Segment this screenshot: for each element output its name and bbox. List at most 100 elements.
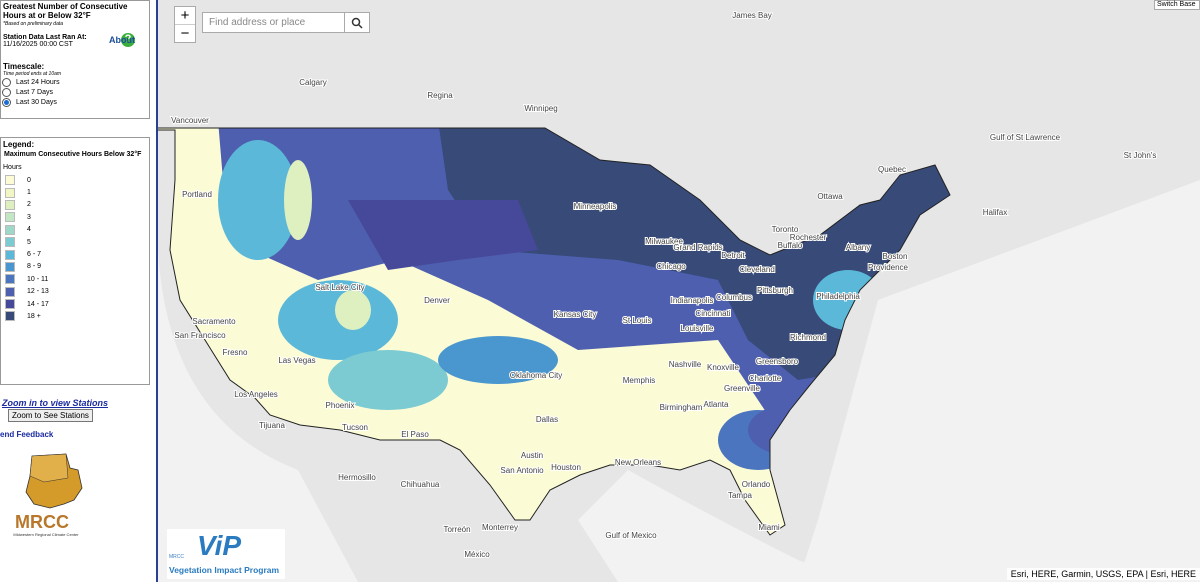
radio-option[interactable]: Last 30 Days	[2, 97, 149, 107]
legend-label: 14 - 17	[27, 300, 49, 308]
legend-label: 8 - 9	[27, 263, 42, 271]
search-icon	[351, 17, 363, 29]
search-button[interactable]	[344, 12, 370, 33]
legend-label: 18 +	[27, 312, 41, 320]
legend-label: 10 - 11	[27, 275, 49, 283]
map-label: St John's	[1124, 151, 1157, 160]
legend-swatch	[5, 175, 15, 186]
map-label: Calgary	[299, 78, 327, 87]
radio-button[interactable]	[2, 87, 11, 97]
note: *Based on preliminary data	[3, 21, 64, 27]
legend-item: 5	[5, 236, 149, 248]
info-panel: Greatest Number of Consecutive Hours at …	[0, 0, 150, 119]
map-label: Salt Lake City	[315, 283, 364, 292]
ocean	[158, 250, 358, 582]
map-label: Minneapolis	[574, 202, 617, 211]
legend-item: 3	[5, 211, 149, 223]
legend-swatch	[5, 224, 15, 235]
about-text: About	[109, 35, 135, 45]
legend-swatch	[5, 249, 15, 260]
radio-option[interactable]: Last 7 Days	[2, 87, 149, 97]
radio-label: Last 7 Days	[16, 88, 53, 96]
map-label: Quebec	[878, 165, 906, 174]
switch-base[interactable]: Switch Base	[1154, 0, 1200, 10]
map-label: Knoxville	[707, 363, 740, 372]
map-label: Vancouver	[171, 116, 209, 125]
map-label: New Orleans	[615, 458, 661, 467]
legend-swatch	[5, 261, 15, 272]
legend-items: 0 1 2 3 4 5 6 - 7 8 - 9 10 - 11 12 - 13 14 - 17 18 …	[1, 174, 149, 323]
legend-item: 1	[5, 186, 149, 198]
map-label: Austin	[521, 451, 543, 460]
map-label: Miami	[758, 523, 780, 532]
map-label: Grand Rapids	[673, 243, 722, 252]
map-label: Denver	[424, 296, 450, 305]
map-label: Charlotte	[749, 374, 782, 383]
map-label: Dallas	[536, 415, 558, 424]
legend-label: 12 - 13	[27, 288, 49, 296]
legend-swatch	[5, 286, 15, 297]
zoom-out[interactable]: −	[180, 25, 190, 42]
map-label: Hermosillo	[338, 473, 376, 482]
timescale-note: Time period ends at 10am	[3, 71, 62, 77]
logo-subtext: Midwestern Regional Climate Center	[13, 532, 79, 537]
station-time: 11/16/2025 00:00 CST	[3, 41, 73, 48]
legend-swatch	[5, 237, 15, 248]
legend-label: 5	[27, 238, 31, 246]
region	[348, 200, 538, 270]
map-label: Milwaukee	[645, 237, 683, 246]
map-label: Cincinnati	[695, 309, 730, 318]
zoom-control: + −	[174, 6, 196, 43]
map-label: Gulf of St Lawrence	[990, 133, 1061, 142]
feedback-link[interactable]: end Feedback	[0, 430, 54, 439]
map-label: Nashville	[669, 360, 702, 369]
legend-swatch	[5, 311, 15, 322]
map-label: Chicago	[656, 262, 686, 271]
logo-text: MRCC	[15, 512, 69, 532]
map-label: Gulf of Mexico	[605, 531, 657, 540]
gulf	[578, 470, 858, 582]
radio-button[interactable]	[2, 97, 11, 107]
map-label: Tucson	[342, 423, 368, 432]
search-input[interactable]: Find address or place	[202, 12, 350, 33]
map-label: San Antonio	[500, 466, 544, 475]
legend-item: 8 - 9	[5, 261, 149, 273]
map-label: Ottawa	[817, 192, 843, 201]
about-link[interactable]: ? About	[109, 33, 135, 47]
sidebar: Greatest Number of Consecutive Hours at …	[0, 0, 158, 582]
map-label: Greenville	[724, 384, 761, 393]
legend-item: 2	[5, 199, 149, 211]
legend-label: 4	[27, 226, 31, 234]
map-label: Fresno	[223, 348, 248, 357]
radio-button[interactable]	[2, 77, 11, 87]
attribution: Esri, HERE, Garmin, USGS, EPA | Esri, HE…	[1006, 568, 1200, 580]
map-label: Rochester	[790, 233, 827, 242]
radio-label: Last 24 Hours	[16, 78, 60, 86]
map-label: México	[464, 550, 490, 559]
map-label: Phoenix	[326, 401, 355, 410]
map[interactable]: Calgary Regina Winnipeg Vancouver Portland Sa…	[16, 0, 1200, 582]
timescale-title: Timescale:	[3, 62, 45, 71]
map-labels: Calgary Regina Winnipeg Vancouver Portland Sa…	[170, 10, 1157, 560]
panel-title: Greatest Number of Consecutive Hours at …	[3, 2, 128, 20]
map-label: Cleveland	[739, 265, 775, 274]
zoom-button[interactable]: Zoom to See Stations	[8, 409, 93, 422]
map-label: Memphis	[623, 376, 655, 385]
map-label: Portland	[182, 190, 212, 199]
legend-label: 2	[27, 201, 31, 209]
legend-item: 10 - 11	[5, 273, 149, 285]
zoom-link[interactable]: Zoom in to view Stations	[2, 398, 109, 408]
map-label: Chihuahua	[401, 480, 440, 489]
legend-title: Legend:	[3, 140, 35, 149]
mrcc-logo: MRCC Midwestern Regional Climate Center	[13, 453, 83, 537]
map-label: Louisville	[681, 324, 714, 333]
radio-option[interactable]: Last 24 Hours	[2, 77, 149, 87]
map-label: Toronto	[772, 225, 799, 234]
legend-swatch	[5, 299, 15, 310]
region	[335, 290, 371, 330]
legend-swatch	[5, 212, 15, 223]
legend-label: 3	[27, 213, 31, 221]
timescale-options: Last 24 Hours Last 7 Days Last 30 Days	[1, 77, 149, 107]
map-label: Columbus	[716, 293, 752, 302]
zoom-in[interactable]: +	[175, 7, 195, 25]
